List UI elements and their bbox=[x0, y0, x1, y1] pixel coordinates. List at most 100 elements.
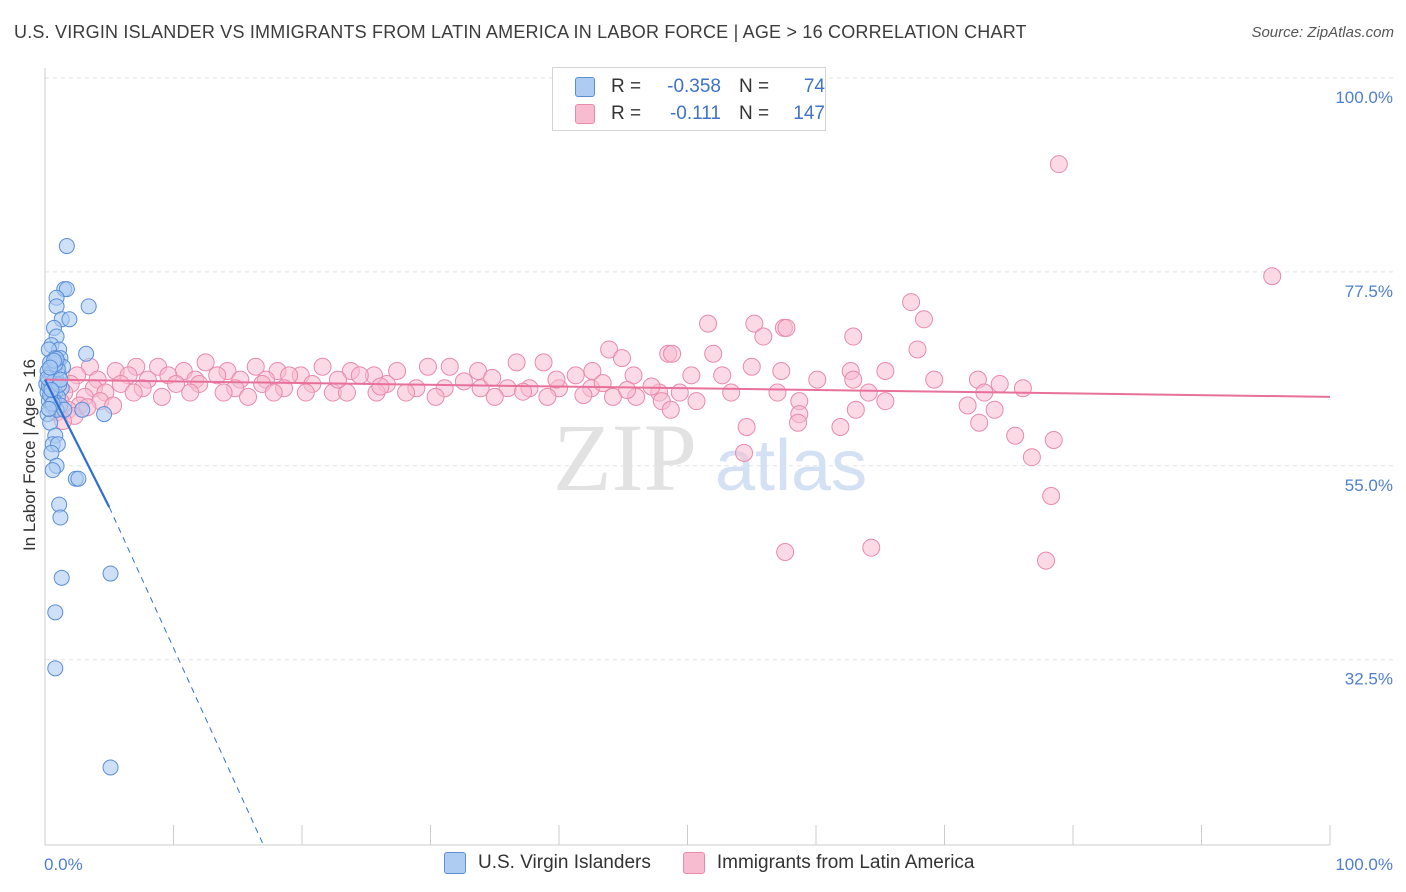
data-point-latin-america bbox=[1263, 267, 1282, 286]
data-point-latin-america bbox=[485, 387, 504, 406]
data-point-virgin-islanders bbox=[47, 660, 64, 677]
data-point-latin-america bbox=[876, 392, 895, 411]
data-point-latin-america bbox=[167, 374, 186, 393]
data-point-latin-america bbox=[483, 368, 502, 387]
data-point-latin-america bbox=[808, 370, 827, 389]
data-point-latin-america bbox=[538, 387, 557, 406]
data-point-latin-america bbox=[722, 383, 741, 402]
data-point-latin-america bbox=[670, 383, 689, 402]
data-point-latin-america bbox=[642, 377, 661, 396]
data-point-latin-america bbox=[777, 318, 796, 337]
y-tick-label: 55.0% bbox=[1345, 476, 1393, 495]
tick-labels: 32.5% 55.0% 77.5% 100.0% 0.0% 100.0% bbox=[44, 88, 1393, 874]
data-point-latin-america bbox=[687, 392, 706, 411]
data-point-latin-america bbox=[152, 387, 171, 406]
data-point-latin-america bbox=[507, 353, 526, 372]
data-point-virgin-islanders bbox=[102, 759, 119, 776]
x-tick-label: 0.0% bbox=[44, 855, 83, 874]
data-point-latin-america bbox=[214, 383, 233, 402]
data-point-virgin-islanders bbox=[40, 400, 57, 417]
data-point-latin-america bbox=[844, 370, 863, 389]
data-point-virgin-islanders bbox=[47, 604, 64, 621]
data-point-virgin-islanders bbox=[61, 311, 78, 328]
data-point-latin-america bbox=[754, 327, 773, 346]
data-point-latin-america bbox=[418, 357, 437, 376]
data-point-virgin-islanders bbox=[53, 569, 70, 586]
data-point-virgin-islanders bbox=[78, 345, 95, 362]
data-point-latin-america bbox=[454, 372, 473, 391]
data-point-latin-america bbox=[1006, 426, 1025, 445]
data-point-latin-america bbox=[534, 353, 553, 372]
bottom-legend-swatch-pink bbox=[682, 852, 705, 874]
data-point-latin-america bbox=[239, 387, 258, 406]
legend-n-value: 147 bbox=[793, 103, 825, 124]
legend-row-pink: R = -0.111 N = 147 bbox=[575, 102, 825, 126]
data-point-latin-america bbox=[1049, 155, 1068, 174]
bottom-legend: U.S. Virgin Islanders Immigrants from La… bbox=[444, 852, 1006, 874]
data-point-latin-america bbox=[471, 379, 490, 398]
data-point-latin-america bbox=[371, 377, 390, 396]
legend-n-value: 74 bbox=[803, 76, 825, 97]
data-point-latin-america bbox=[264, 383, 283, 402]
data-point-virgin-islanders bbox=[80, 298, 97, 315]
data-point-latin-america bbox=[388, 362, 407, 381]
data-point-latin-america bbox=[704, 344, 723, 363]
data-point-latin-america bbox=[768, 383, 787, 402]
legend-n-label: N = bbox=[739, 103, 770, 124]
source-credit: Source: ZipAtlas.com bbox=[1251, 24, 1394, 41]
data-point-latin-america bbox=[776, 542, 795, 561]
data-point-latin-america bbox=[713, 366, 732, 385]
data-point-latin-america bbox=[862, 538, 881, 557]
data-point-latin-america bbox=[1022, 448, 1041, 467]
data-point-latin-america bbox=[902, 293, 921, 312]
data-point-virgin-islanders bbox=[70, 470, 87, 487]
y-axis-label: In Labor Force | Age > 16 bbox=[20, 359, 39, 551]
data-point-virgin-islanders bbox=[58, 281, 75, 298]
data-point-latin-america bbox=[350, 366, 369, 385]
y-tick-label: 77.5% bbox=[1345, 282, 1393, 301]
legend-r-label: R = bbox=[611, 76, 642, 97]
data-point-latin-america bbox=[196, 353, 215, 372]
data-point-latin-america bbox=[124, 383, 143, 402]
y-tick-label: 32.5% bbox=[1345, 670, 1393, 689]
data-point-latin-america bbox=[925, 370, 944, 389]
bottom-legend-item-pink: Immigrants from Latin America bbox=[682, 852, 974, 874]
data-point-latin-america bbox=[1042, 486, 1061, 505]
legend-row-blue: R = -0.358 N = 74 bbox=[575, 75, 825, 99]
data-point-latin-america bbox=[246, 357, 265, 376]
y-tick-label: 100.0% bbox=[1335, 88, 1393, 107]
data-point-virgin-islanders bbox=[74, 401, 91, 418]
data-point-latin-america bbox=[296, 383, 315, 402]
data-point-latin-america bbox=[735, 443, 754, 462]
data-point-latin-america bbox=[440, 357, 459, 376]
data-point-latin-america bbox=[618, 380, 637, 399]
data-point-virgin-islanders bbox=[102, 565, 119, 582]
data-point-latin-america bbox=[593, 374, 612, 393]
data-point-latin-america bbox=[990, 374, 1009, 393]
data-point-latin-america bbox=[772, 362, 791, 381]
data-point-latin-america bbox=[328, 370, 347, 389]
data-point-latin-america bbox=[908, 340, 927, 359]
data-point-latin-america bbox=[958, 396, 977, 415]
data-point-latin-america bbox=[1037, 551, 1056, 570]
legend-r-value: -0.111 bbox=[669, 103, 721, 124]
data-point-latin-america bbox=[699, 314, 718, 333]
bottom-legend-swatch-blue bbox=[444, 852, 466, 874]
data-point-latin-america bbox=[514, 382, 533, 401]
bottom-legend-item-blue: U.S. Virgin Islanders bbox=[444, 852, 651, 874]
trend-lines bbox=[44, 378, 1331, 846]
data-point-latin-america bbox=[600, 340, 619, 359]
data-point-latin-america bbox=[970, 413, 989, 432]
trend-line-virgin-islanders-extension bbox=[108, 506, 264, 846]
data-point-latin-america bbox=[876, 362, 895, 381]
data-point-latin-america bbox=[831, 418, 850, 437]
data-point-latin-america bbox=[789, 413, 808, 432]
legend: R = -0.358 N = 74 R = -0.111 N = 147 bbox=[552, 67, 826, 131]
data-point-latin-america bbox=[844, 327, 863, 346]
legend-n-label: N = bbox=[739, 76, 770, 97]
data-point-latin-america bbox=[612, 349, 631, 368]
data-point-virgin-islanders bbox=[96, 406, 113, 423]
legend-swatch-pink bbox=[575, 104, 595, 124]
data-point-latin-america bbox=[985, 400, 1004, 419]
